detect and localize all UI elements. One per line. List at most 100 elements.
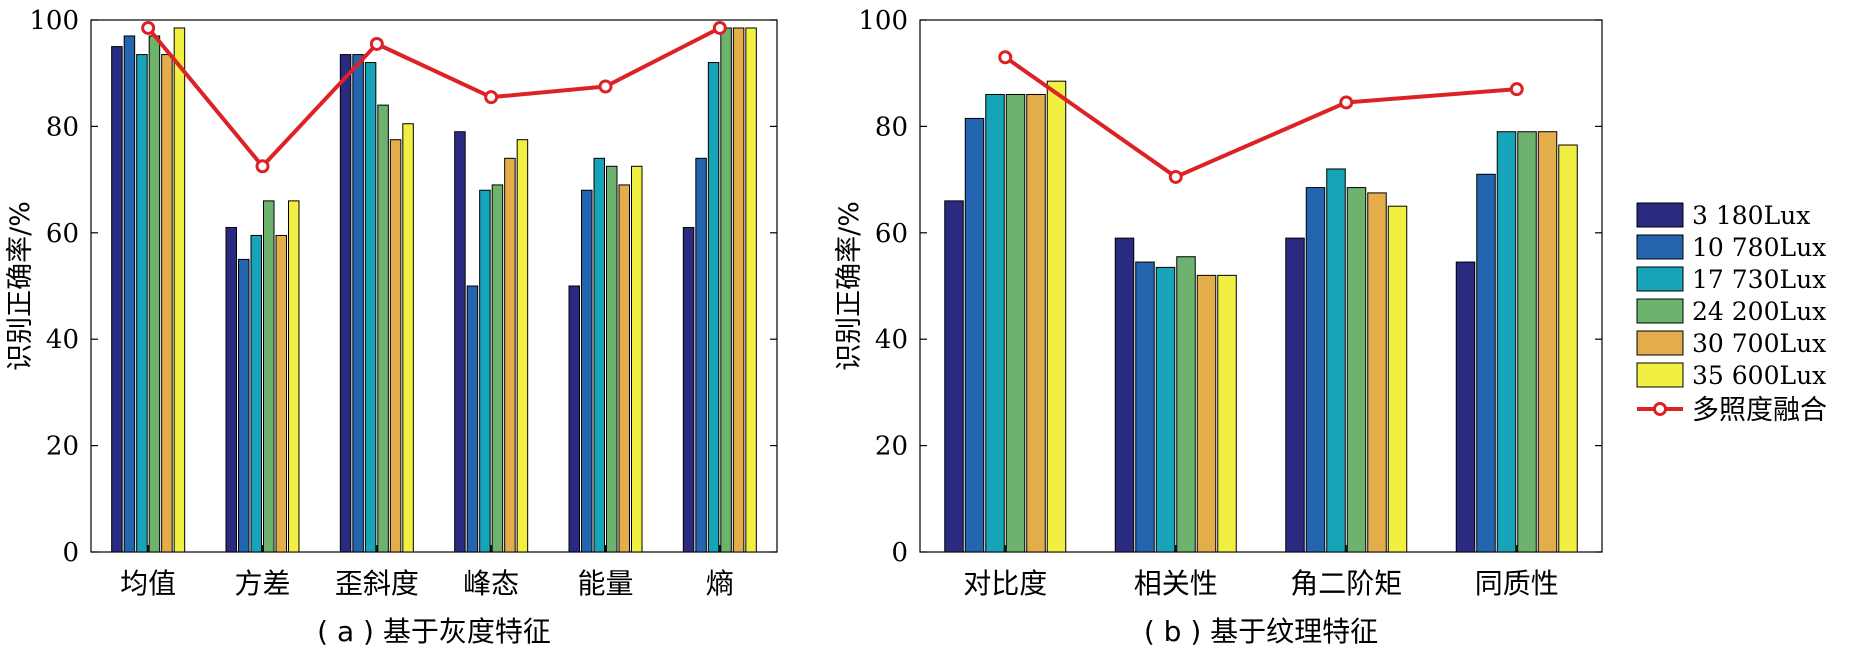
bar — [581, 189, 593, 553]
y-tick-label: 40 — [875, 325, 908, 355]
bar — [682, 226, 695, 553]
bar — [466, 285, 479, 553]
bar — [148, 35, 161, 553]
bar — [593, 157, 605, 553]
bar — [275, 234, 287, 553]
y-tick-label: 0 — [891, 538, 908, 568]
line-point — [141, 20, 156, 35]
bar — [136, 54, 148, 553]
bar — [238, 258, 250, 553]
bar — [173, 27, 186, 553]
x-tick-label: 相关性 — [1134, 567, 1218, 600]
bar — [389, 139, 402, 553]
bar — [1476, 173, 1496, 553]
y-tick-label: 80 — [875, 112, 908, 142]
bar — [568, 285, 580, 553]
y-tick-label: 100 — [858, 6, 908, 36]
y-tick-label: 100 — [29, 6, 79, 36]
bar — [707, 62, 720, 553]
bar — [985, 93, 1005, 553]
bar — [944, 200, 964, 553]
y-tick-label: 80 — [46, 112, 79, 142]
bar — [1517, 131, 1537, 553]
series-line — [146, 26, 721, 169]
legend-swatch — [1636, 330, 1684, 356]
y-tick-label: 60 — [46, 219, 79, 249]
bar — [1558, 144, 1578, 553]
bar — [720, 27, 732, 553]
bar — [1155, 266, 1176, 553]
bar — [618, 184, 630, 553]
y-axis-title: 识别正确率/% — [834, 201, 865, 371]
bar — [1537, 131, 1558, 553]
bar — [1196, 274, 1217, 553]
bar — [364, 62, 377, 553]
bar — [288, 200, 300, 553]
panel-b: 0 20 40 60 80 100 对比度 相关性 角二阶矩 同质性 识别正确率/% ( b ) 基于… — [834, 6, 1603, 648]
bar — [1217, 274, 1237, 553]
legend-label: 30 700Lux — [1692, 329, 1826, 358]
y-tick-label: 40 — [46, 325, 79, 355]
bar — [1305, 187, 1326, 553]
bar — [339, 54, 352, 553]
legend-swatch — [1636, 298, 1684, 324]
x-tick-label: 方差 — [234, 567, 290, 600]
bar — [1285, 237, 1305, 553]
bar — [123, 35, 136, 553]
x-tick-label: 对比度 — [963, 567, 1047, 600]
y-tick-label: 0 — [62, 538, 79, 568]
legend-swatch — [1636, 234, 1684, 260]
x-tick-label: 同质性 — [1475, 567, 1559, 600]
bar — [377, 104, 389, 553]
legend-swatch — [1636, 202, 1684, 228]
line-point — [1339, 95, 1354, 110]
bar — [516, 139, 529, 553]
legend-label: 35 600Lux — [1692, 361, 1826, 390]
bar — [454, 131, 466, 553]
plot-frame — [90, 19, 778, 553]
y-axis-title: 识别正确率/% — [5, 201, 36, 371]
bar — [695, 157, 707, 553]
x-tick-label: 峰态 — [463, 567, 519, 600]
bar — [161, 54, 173, 553]
legend-swatch — [1636, 362, 1684, 388]
y-tick-label: 60 — [875, 219, 908, 249]
y-tick-label: 20 — [875, 432, 908, 462]
bar — [1455, 261, 1476, 553]
bar — [1176, 256, 1196, 553]
bar — [352, 54, 364, 553]
bar — [1026, 93, 1046, 553]
plot-frame — [919, 19, 1603, 553]
line-point — [712, 20, 727, 35]
bar — [606, 165, 618, 553]
x-tick-label: 歪斜度 — [335, 567, 419, 600]
bar — [1135, 261, 1155, 553]
line-point — [1509, 82, 1524, 97]
bar — [1005, 93, 1026, 553]
legend-swatch — [1636, 266, 1684, 292]
bar — [1046, 80, 1067, 553]
bar — [479, 189, 491, 553]
line-point — [484, 90, 499, 105]
bar — [504, 157, 516, 553]
x-tick-label: 角二阶矩 — [1290, 567, 1402, 600]
bar — [250, 234, 262, 553]
bar — [263, 200, 275, 553]
legend-label: 3 180Lux — [1692, 201, 1810, 230]
bar — [1326, 168, 1346, 553]
x-tick-label: 能量 — [577, 567, 633, 600]
line-point — [369, 36, 384, 51]
series-line — [1004, 55, 1517, 179]
bar — [631, 165, 643, 553]
x-tick-label: 熵 — [706, 567, 734, 600]
legend-label: 10 780Lux — [1692, 233, 1826, 262]
bar — [491, 184, 504, 553]
bar — [1496, 131, 1517, 553]
line-point — [998, 50, 1013, 65]
panel-caption: ( a ) 基于灰度特征 — [317, 615, 551, 648]
panel-a: 0 20 40 60 80 100 均值 方差 歪斜度 峰态 能量 熵 识别正确率/% ( a ) 基于灰… — [5, 6, 778, 648]
bar — [111, 46, 123, 553]
bar — [1346, 187, 1367, 553]
legend-label: 17 730Lux — [1692, 265, 1826, 294]
bar — [1367, 192, 1387, 553]
